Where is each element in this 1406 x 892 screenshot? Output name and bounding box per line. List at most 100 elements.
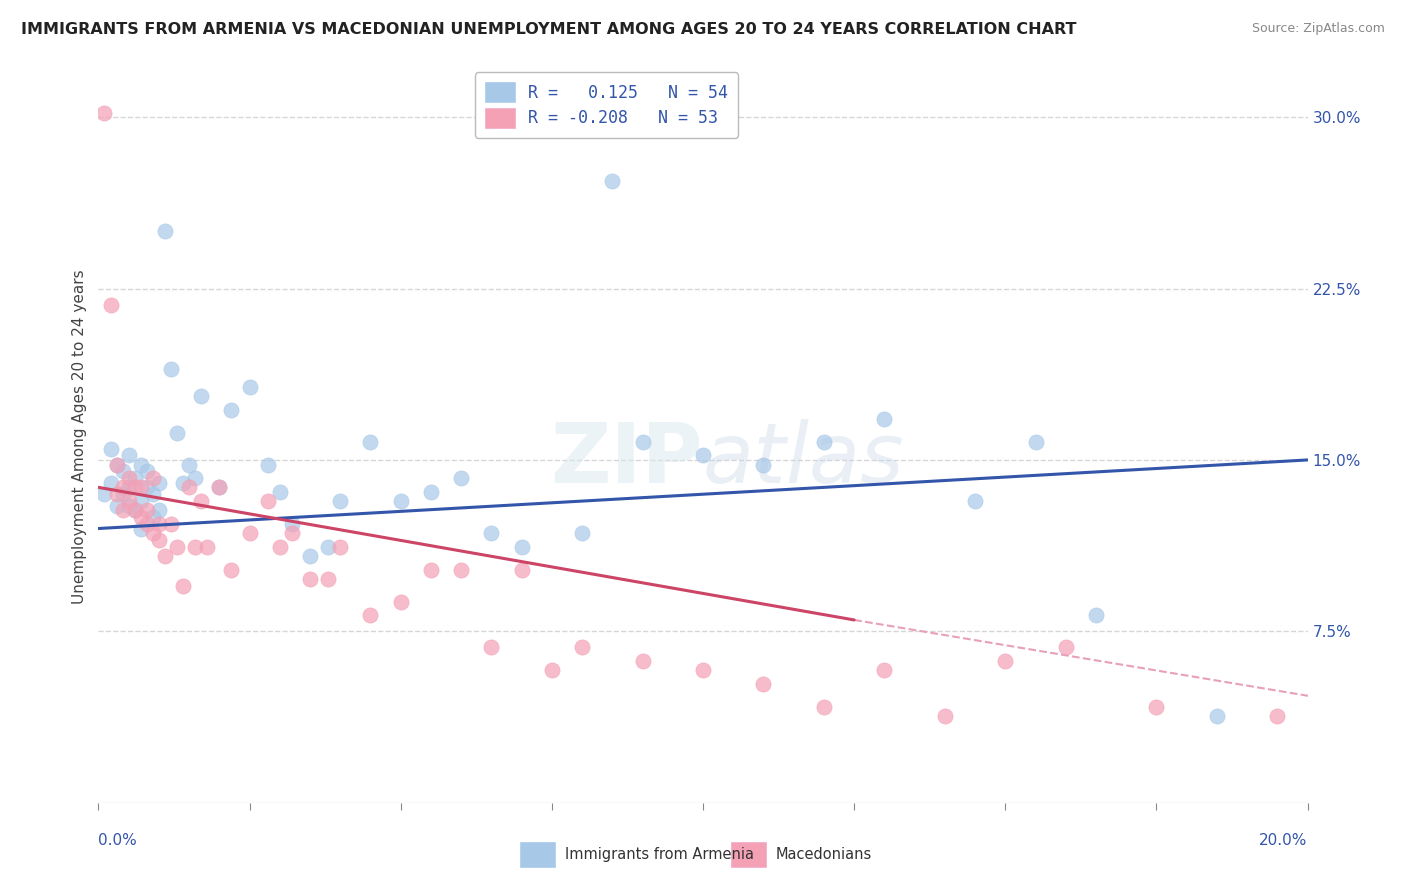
Point — [179, 458, 201, 472]
Point — [148, 503, 170, 517]
Point — [105, 458, 128, 472]
Point — [239, 380, 262, 394]
Point — [148, 516, 170, 531]
Point — [160, 516, 183, 531]
Point — [389, 595, 412, 609]
Text: Source: ZipAtlas.com: Source: ZipAtlas.com — [1251, 22, 1385, 36]
Point — [118, 499, 141, 513]
Point — [142, 471, 165, 485]
Point — [118, 471, 141, 485]
Point — [142, 510, 165, 524]
Point — [481, 526, 503, 541]
Point — [153, 224, 176, 238]
Point — [135, 503, 157, 517]
Point — [153, 549, 176, 563]
Text: atlas: atlas — [703, 418, 904, 500]
Point — [135, 480, 157, 494]
Point — [129, 458, 152, 472]
Point — [208, 480, 231, 494]
Point — [450, 563, 472, 577]
Point — [1267, 709, 1289, 723]
Point — [118, 449, 141, 463]
Point — [100, 442, 122, 456]
Point — [142, 526, 165, 541]
Point — [965, 494, 987, 508]
Text: ZIP: ZIP — [551, 418, 703, 500]
Point — [190, 389, 212, 403]
Point — [239, 526, 262, 541]
Point — [281, 526, 304, 541]
Point — [190, 494, 212, 508]
Point — [360, 608, 382, 623]
Point — [148, 533, 170, 547]
Point — [111, 464, 134, 478]
Point — [100, 475, 122, 490]
Point — [184, 540, 207, 554]
Point — [510, 540, 533, 554]
Text: Macedonians: Macedonians — [776, 847, 872, 862]
Point — [269, 485, 291, 500]
Point — [142, 487, 165, 501]
Point — [160, 361, 183, 376]
Point — [510, 563, 533, 577]
Legend: R =   0.125   N = 54, R = -0.208   N = 53: R = 0.125 N = 54, R = -0.208 N = 53 — [475, 72, 738, 137]
Point — [540, 663, 562, 677]
Point — [124, 480, 146, 494]
Point — [571, 640, 593, 655]
Point — [172, 579, 194, 593]
Point — [100, 297, 122, 311]
Point — [994, 654, 1017, 668]
Point — [873, 663, 896, 677]
Point — [813, 699, 835, 714]
Point — [124, 503, 146, 517]
Point — [316, 540, 339, 554]
Point — [118, 480, 141, 494]
Point — [389, 494, 412, 508]
Point — [631, 434, 654, 449]
Point — [281, 516, 304, 531]
Point — [316, 572, 339, 586]
Point — [360, 434, 382, 449]
Point — [111, 480, 134, 494]
Point — [1144, 699, 1167, 714]
Point — [179, 480, 201, 494]
Point — [184, 471, 207, 485]
Point — [148, 475, 170, 490]
Point — [813, 434, 835, 449]
Point — [481, 640, 503, 655]
Point — [195, 540, 218, 554]
Point — [692, 449, 714, 463]
Point — [299, 549, 322, 563]
Point — [1024, 434, 1046, 449]
Point — [631, 654, 654, 668]
Point — [124, 471, 146, 485]
Point — [172, 475, 194, 490]
Point — [93, 105, 115, 120]
Point — [420, 563, 443, 577]
Point — [129, 521, 152, 535]
Point — [571, 526, 593, 541]
Point — [118, 494, 141, 508]
Point — [105, 499, 128, 513]
Point — [256, 494, 278, 508]
Text: 0.0%: 0.0% — [98, 833, 138, 848]
Point — [129, 480, 152, 494]
Point — [166, 425, 188, 440]
Point — [111, 487, 134, 501]
Point — [752, 458, 775, 472]
Y-axis label: Unemployment Among Ages 20 to 24 years: Unemployment Among Ages 20 to 24 years — [72, 269, 87, 605]
Text: IMMIGRANTS FROM ARMENIA VS MACEDONIAN UNEMPLOYMENT AMONG AGES 20 TO 24 YEARS COR: IMMIGRANTS FROM ARMENIA VS MACEDONIAN UN… — [21, 22, 1077, 37]
Text: Immigrants from Armenia: Immigrants from Armenia — [565, 847, 754, 862]
Point — [105, 458, 128, 472]
Point — [873, 412, 896, 426]
Point — [166, 540, 188, 554]
Point — [221, 563, 243, 577]
Point — [221, 402, 243, 417]
Text: 20.0%: 20.0% — [1260, 833, 1308, 848]
Point — [208, 480, 231, 494]
Point — [129, 510, 152, 524]
Point — [105, 487, 128, 501]
Point — [124, 503, 146, 517]
Point — [111, 503, 134, 517]
Point — [692, 663, 714, 677]
